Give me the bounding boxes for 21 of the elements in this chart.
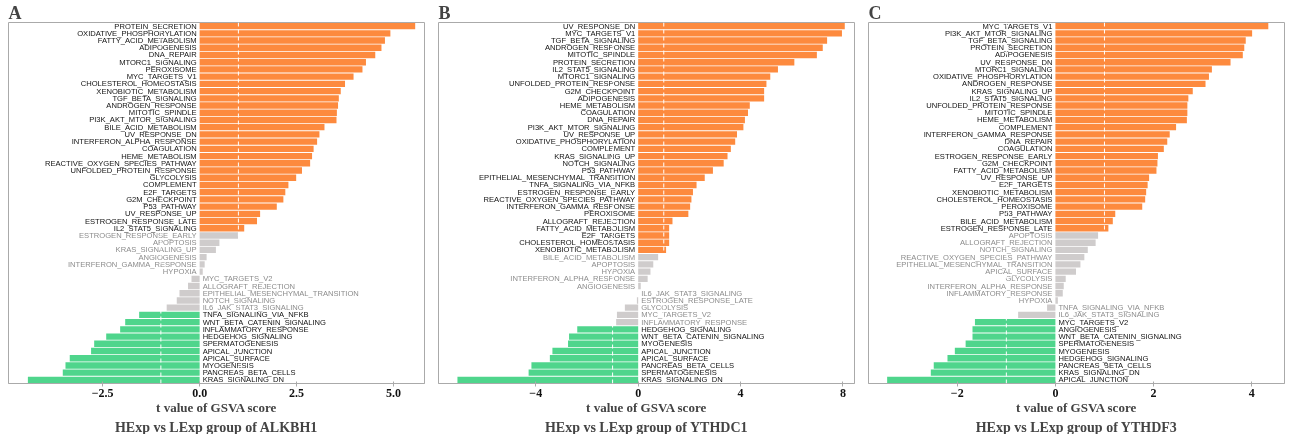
x-tick-label: 0 <box>635 385 642 400</box>
text: HExp vs LExp group of ALKBH1 <box>114 419 318 434</box>
x-axis-title: t value of GSVA score <box>586 399 707 415</box>
x-tick-label: −2.5 <box>91 385 114 400</box>
x-tick-label: 2.5 <box>289 385 305 400</box>
x-tick-label: 8 <box>839 385 846 400</box>
x-axis-title: t value of GSVA score <box>156 399 277 415</box>
x-tick-label: −4 <box>529 385 543 400</box>
x-tick-label: 2 <box>1150 385 1157 400</box>
chart-title: A <box>8 2 22 23</box>
text: HExp vs LExp group of YTHDC1 <box>544 419 748 434</box>
chart-title: C <box>868 2 882 23</box>
x-tick-label: 4 <box>1248 385 1255 400</box>
chart-title: B <box>438 2 451 23</box>
x-tick-label: 0 <box>1052 385 1059 400</box>
x-tick-label: 0.0 <box>192 385 208 400</box>
x-axis-title: t value of GSVA score <box>1016 399 1137 415</box>
text: HExp vs LExp group of YTHDF3 <box>975 419 1177 434</box>
x-tick-label: −2 <box>950 385 964 400</box>
x-tick-label: 5.0 <box>385 385 401 400</box>
x-tick-label: 4 <box>737 385 744 400</box>
